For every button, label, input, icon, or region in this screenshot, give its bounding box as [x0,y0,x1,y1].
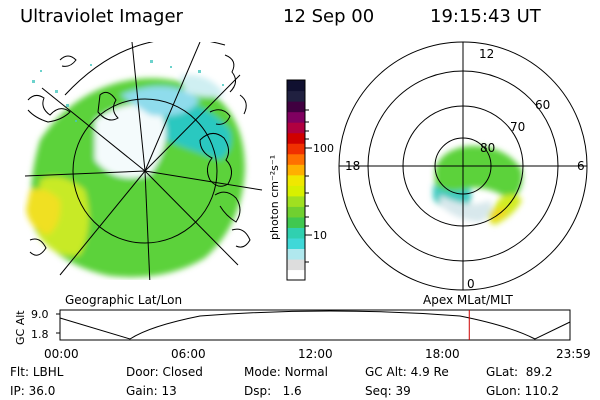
colorbar-segment [287,258,305,271]
timeline-xtick-0000: 00:00 [44,347,79,361]
timeline-xtick-1800: 18:00 [425,347,460,361]
colorbar-segment [287,122,305,134]
mlt-label-0: 0 [467,277,475,291]
mlt-label-12: 12 [479,47,494,61]
status-glat: GLat: 89.2 [486,365,553,379]
lat-label-60: 60 [535,98,550,112]
colorbar-segment [287,90,305,102]
colorbar-segment [287,143,305,155]
status-door: Door: Closed [126,365,203,379]
geo-grid [24,42,263,280]
status-gcalt: GC Alt: 4.9 Re [365,365,449,379]
colorbar-segment [287,164,305,176]
colorbar-frame [286,79,306,281]
colorbar [287,80,305,281]
colorbar-segment [287,237,305,250]
geo-caption: Geographic Lat/Lon [65,293,183,307]
polar-aurora-image [433,145,523,225]
colorbar-unit-label: photon cm⁻²s⁻¹ [268,155,281,240]
mlt-label-6: 6 [577,159,585,173]
colorbar-segment [287,132,305,144]
status-seq: Seq: 39 [365,384,411,398]
status-dsp: Dsp: 1.6 [244,384,302,398]
colorbar-segment [287,111,305,123]
time-label: 19:15:43 UT [430,6,541,27]
geo-speckles [32,60,224,122]
timeline-frame [59,309,571,341]
colorbar-segment [287,269,305,281]
colorbar-segment [287,248,305,260]
colorbar-segment [287,174,305,186]
polar-grid [339,42,587,290]
colorbar-segment [287,227,305,239]
timeline-xtick-0600: 06:00 [171,347,206,361]
colorbar-segment [287,206,305,218]
lat-label-80: 80 [480,141,495,155]
lat-label-70: 70 [510,120,525,134]
colorbar-segment [287,195,305,207]
status-mode: Mode: Normal [244,365,328,379]
status-gain: Gain: 13 [126,384,177,398]
polar-caption: Apex MLat/MLT [423,293,513,307]
timeline-ytick-bottom: 1.8 [31,328,49,341]
geo-coastlines [27,54,251,256]
colorbar-segment [287,80,305,92]
status-glon: GLon: 110.2 [486,384,559,398]
geographic-map-panel [24,42,263,280]
date-label: 12 Sep 00 [283,6,375,27]
status-flt: Flt: LBHL [10,365,64,379]
mlt-label-18: 18 [345,159,360,173]
geo-aurora-image [26,74,245,278]
timeline-xtick-1200: 12:00 [298,347,333,361]
colorbar-segment [287,153,305,165]
colorbar-label-10: 10 [313,229,327,242]
timeline-ytick-top: 9.0 [31,308,49,321]
timeline-xtick-2359: 23:59 [556,347,591,361]
instrument-title: Ultraviolet Imager [20,6,183,27]
polar-plot-panel: 12 18 6 0 60 70 80 [338,41,588,291]
colorbar-label-100: 100 [313,142,334,155]
altitude-curve [59,310,571,340]
timeline-axis-label: GC Alt [14,310,27,345]
colorbar-segment [287,216,305,228]
colorbar-segment [287,185,305,197]
status-ip: IP: 36.0 [10,384,56,398]
colorbar-segment [287,101,305,113]
timeline-panel [56,309,571,341]
